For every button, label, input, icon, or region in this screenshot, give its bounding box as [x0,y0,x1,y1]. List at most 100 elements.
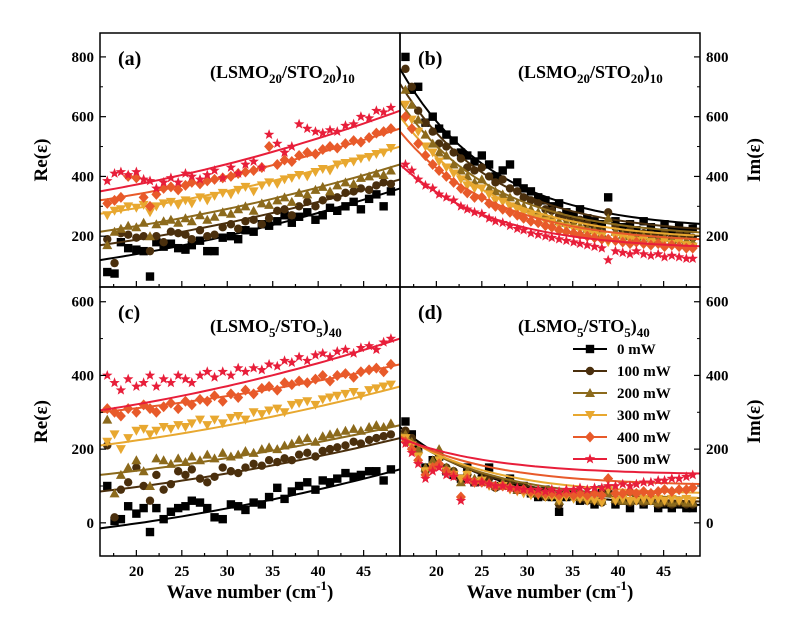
data-point [364,171,375,181]
series-400-mw [400,111,700,254]
data-point [186,216,197,226]
data-point [115,469,126,479]
data-point [151,426,162,436]
data-point [525,484,537,495]
data-point [645,250,657,261]
data-point [123,462,134,472]
data-point [195,498,205,507]
data-point [456,148,466,157]
x-axis-label: Wave number (cm-1) [167,578,334,603]
data-point [286,357,298,367]
legend-marker [585,388,595,397]
data-point [325,166,335,176]
data-point [341,441,350,450]
data-point [348,178,359,188]
data-point [158,176,169,187]
data-point [209,371,220,382]
data-point [372,190,381,199]
data-point [209,211,220,221]
data-point [294,399,305,409]
data-point [401,64,410,74]
data-point [625,220,635,229]
data-point [371,384,382,394]
y-tick-label: 600 [72,110,95,126]
title-subscript: 10 [342,71,355,86]
data-point [218,514,227,524]
data-point [318,476,327,485]
data-point [462,474,473,485]
data-point [546,484,558,495]
data-point [624,480,636,491]
data-point [123,230,133,239]
data-point [504,220,516,231]
data-point [240,415,251,425]
data-point [310,400,321,410]
data-point [151,380,162,391]
title-subscript: 40 [637,325,650,340]
data-point [428,127,437,136]
data-point [631,245,642,256]
data-point [131,455,142,465]
data-point [421,118,430,127]
data-point [144,369,156,380]
data-point [151,406,162,418]
y-tick-label: 0 [87,516,95,532]
data-point [582,239,593,250]
x-tick-label: 30 [220,564,235,580]
data-point [248,155,259,166]
data-point [372,433,381,443]
data-point [624,248,636,259]
panel-label: (d) [418,302,442,324]
data-point [264,141,275,153]
data-point [448,159,459,169]
data-point [165,424,176,434]
data-point [371,420,382,430]
data-point [364,386,375,396]
data-point [618,223,627,232]
x-tick-label: 45 [656,564,671,580]
title-subscript: 5 [269,325,276,340]
data-point [385,102,397,113]
data-point [386,430,396,439]
data-point [103,481,112,491]
data-point [203,478,212,487]
data-point [379,432,388,441]
data-point [674,496,685,506]
data-point [302,355,313,366]
data-point [173,503,183,513]
data-point [303,208,312,217]
data-point [264,214,274,223]
fit-line [100,109,400,193]
data-point [187,496,197,505]
fit-line [400,83,700,230]
data-point [240,366,251,377]
data-point [561,235,572,246]
data-point [364,467,374,476]
data-point [645,496,656,506]
data-point [625,496,635,506]
data-point [248,408,259,418]
data-point [151,219,162,229]
data-point [180,167,191,178]
data-point [400,111,411,123]
data-point [638,248,649,259]
legend-label: 500 mW [617,452,671,468]
data-point [532,484,544,495]
data-point [356,470,366,480]
data-point [455,182,466,194]
data-point [131,380,142,391]
data-point [498,166,507,175]
data-point [302,433,313,443]
data-point [173,243,183,253]
x-tick-label: 40 [311,564,326,580]
data-point [498,175,507,184]
data-point [385,380,396,390]
y-tick-label: 200 [706,229,729,245]
data-point [325,186,335,196]
data-point [209,390,220,402]
data-point [364,435,374,445]
data-point [287,487,297,496]
data-point [122,169,134,180]
data-point [317,127,328,138]
data-point [546,232,558,243]
